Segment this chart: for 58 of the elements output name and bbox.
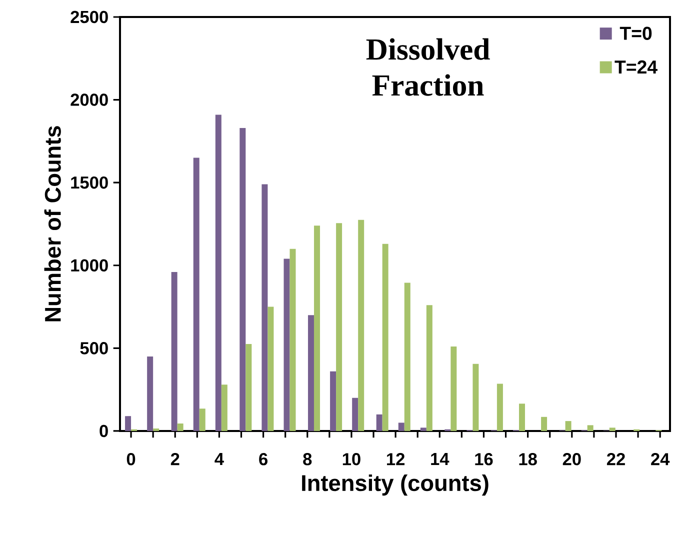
x-tick-label: 6 [259,453,268,466]
x-tick-label: 10 [342,453,360,466]
bar [472,364,479,431]
y-tick-label: 500 [80,342,108,354]
y-tick-label: 1500 [71,176,108,189]
bar [426,305,432,431]
bar [193,158,200,431]
bar [519,404,525,431]
bar [496,384,503,431]
x-tick-label: 0 [126,453,136,466]
bar [171,272,178,431]
y-tick-label: 2500 [70,10,108,24]
x-tick-label: 12 [387,453,404,466]
bar [358,220,364,431]
x-tick-label: 8 [303,453,312,466]
x-tick-label: 14 [431,453,450,465]
bar [240,128,246,431]
bar [450,346,457,431]
bar [262,184,268,431]
bar [215,114,222,431]
bar [125,416,132,431]
text: Dissolved Fraction [366,38,490,96]
bar [290,248,296,431]
bar [330,371,336,431]
y-axis-title: Number of Counts [44,126,61,322]
legend-label: T=0 [620,26,652,40]
bar [336,223,342,431]
x-tick-label: 20 [562,453,581,466]
y-tick-label: 1000 [71,259,108,272]
bar [541,416,548,431]
y-tick-label: 2000 [70,94,108,106]
bar [609,428,616,431]
bar [147,356,154,431]
bar [398,422,404,431]
bar [284,258,290,431]
x-axis-title: Intensity (counts) [302,474,488,496]
bar [376,414,382,431]
y-tick-label: 0 [100,424,108,438]
x-tick-label: 22 [606,453,625,466]
bar [268,306,274,431]
bar [221,384,228,431]
x-tick-label: 18 [519,453,537,466]
bar [246,344,252,431]
bar [404,282,410,431]
bar [587,425,594,431]
bar [308,315,314,431]
bar [177,424,184,431]
bar [420,428,426,431]
x-tick-label: 4 [214,453,224,465]
bar [352,398,358,431]
bar [314,226,320,431]
bar [199,408,206,431]
x-tick-label: 16 [475,453,493,466]
x-tick-label: 2 [170,453,180,466]
bar [382,244,388,431]
x-tick-label: 24 [651,453,670,466]
bar [565,421,572,431]
legend-label: T=24 [614,60,658,74]
